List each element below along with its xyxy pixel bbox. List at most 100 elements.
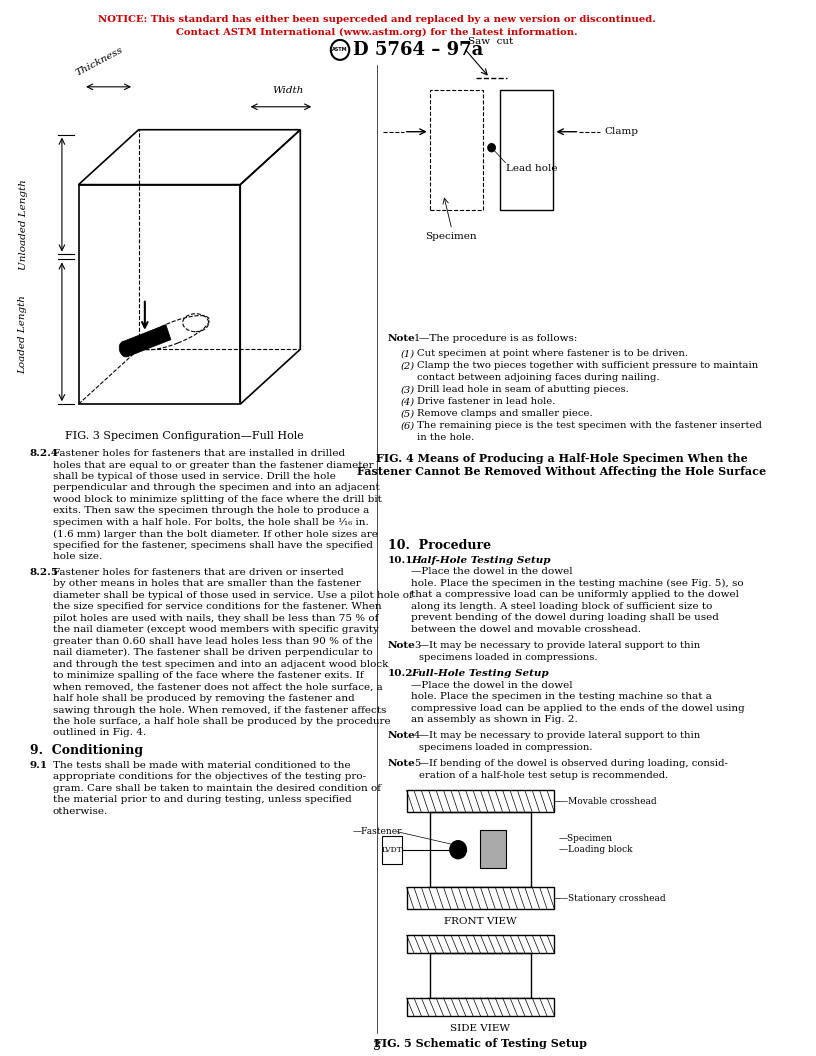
Text: Clamp: Clamp bbox=[605, 127, 638, 136]
Text: Note: Note bbox=[388, 335, 416, 343]
Text: 9.  Conditioning: 9. Conditioning bbox=[29, 743, 143, 757]
Text: FIG. 5 Schematic of Testing Setup: FIG. 5 Schematic of Testing Setup bbox=[374, 1038, 587, 1049]
Text: —It may be necessary to provide lateral support to thin: —It may be necessary to provide lateral … bbox=[419, 732, 700, 740]
Text: (2): (2) bbox=[400, 361, 415, 371]
Text: —Specimen: —Specimen bbox=[559, 834, 613, 843]
Text: Note: Note bbox=[388, 641, 416, 650]
Text: (5): (5) bbox=[400, 409, 415, 418]
Text: compressive load can be applied to the ends of the dowel using: compressive load can be applied to the e… bbox=[411, 703, 745, 713]
Text: by other means in holes that are smaller than the fastener: by other means in holes that are smaller… bbox=[53, 580, 361, 588]
Text: Note: Note bbox=[388, 759, 416, 769]
Circle shape bbox=[488, 144, 495, 152]
Text: holes that are equal to or greater than the fastener diameter: holes that are equal to or greater than … bbox=[53, 460, 373, 470]
Text: Half-Hole Testing Setup: Half-Hole Testing Setup bbox=[411, 555, 551, 565]
Text: and through the test specimen and into an adjacent wood block: and through the test specimen and into a… bbox=[53, 660, 388, 668]
Text: hole. Place the specimen in the testing machine (see Fig. 5), so: hole. Place the specimen in the testing … bbox=[411, 579, 744, 588]
Text: the hole surface, a half hole shall be produced by the procedure: the hole surface, a half hole shall be p… bbox=[53, 717, 390, 725]
Text: exits. Then saw the specimen through the hole to produce a: exits. Then saw the specimen through the… bbox=[53, 507, 369, 515]
Text: Fastener holes for fasteners that are driven or inserted: Fastener holes for fasteners that are dr… bbox=[53, 568, 344, 577]
Text: specified for the fastener, specimens shall have the specified: specified for the fastener, specimens sh… bbox=[53, 541, 373, 550]
Text: Loaded Length: Loaded Length bbox=[19, 295, 28, 374]
Bar bbox=[406, 790, 554, 812]
Text: D 5764 – 97a: D 5764 – 97a bbox=[353, 41, 483, 59]
Text: shall be typical of those used in service. Drill the hole: shall be typical of those used in servic… bbox=[53, 472, 335, 480]
Text: specimen with a half hole. For bolts, the hole shall be ¹⁄₁₆ in.: specimen with a half hole. For bolts, th… bbox=[53, 517, 368, 527]
Text: 3: 3 bbox=[373, 1040, 381, 1053]
Text: contact between adjoining faces during nailing.: contact between adjoining faces during n… bbox=[417, 373, 659, 382]
Text: prevent bending of the dowel during loading shall be used: prevent bending of the dowel during load… bbox=[411, 614, 719, 622]
Text: the size specified for service conditions for the fastener. When: the size specified for service condition… bbox=[53, 602, 381, 611]
Text: eration of a half-hole test setup is recommended.: eration of a half-hole test setup is rec… bbox=[419, 771, 667, 780]
Text: pilot holes are used with nails, they shall be less than 75 % of: pilot holes are used with nails, they sh… bbox=[53, 614, 378, 623]
Text: 10.1: 10.1 bbox=[388, 555, 414, 565]
Bar bbox=[430, 812, 531, 887]
Text: FIG. 3 Specimen Configuration—Full Hole: FIG. 3 Specimen Configuration—Full Hole bbox=[65, 431, 304, 441]
Text: an assembly as shown in Fig. 2.: an assembly as shown in Fig. 2. bbox=[411, 715, 578, 724]
Text: SIDE VIEW: SIDE VIEW bbox=[450, 1024, 511, 1033]
Text: Saw  cut: Saw cut bbox=[468, 37, 514, 45]
Text: —Loading block: —Loading block bbox=[559, 845, 632, 853]
Text: specimens loaded in compressions.: specimens loaded in compressions. bbox=[419, 653, 597, 662]
Text: FRONT VIEW: FRONT VIEW bbox=[444, 917, 517, 926]
Text: outlined in Fig. 4.: outlined in Fig. 4. bbox=[53, 729, 146, 737]
Text: —Place the dowel in the dowel: —Place the dowel in the dowel bbox=[411, 680, 573, 690]
Text: specimens loaded in compression.: specimens loaded in compression. bbox=[419, 743, 592, 752]
Text: LVDT: LVDT bbox=[381, 846, 402, 853]
Text: 10.2: 10.2 bbox=[388, 670, 414, 678]
Text: Fastener Cannot Be Removed Without Affecting the Hole Surface: Fastener Cannot Be Removed Without Affec… bbox=[357, 466, 766, 477]
Text: along its length. A steel loading block of sufficient size to: along its length. A steel loading block … bbox=[411, 602, 712, 610]
Text: ASTM: ASTM bbox=[332, 48, 348, 53]
Text: (4): (4) bbox=[400, 397, 415, 407]
Text: —It may be necessary to provide lateral support to thin: —It may be necessary to provide lateral … bbox=[419, 641, 700, 650]
Text: —If bending of the dowel is observed during loading, consid-: —If bending of the dowel is observed dur… bbox=[419, 759, 727, 769]
Text: nail diameter). The fastener shall be driven perpendicular to: nail diameter). The fastener shall be dr… bbox=[53, 648, 372, 657]
Text: Remove clamps and smaller piece.: Remove clamps and smaller piece. bbox=[417, 409, 592, 418]
Text: appropriate conditions for the objectives of the testing pro-: appropriate conditions for the objective… bbox=[53, 772, 366, 781]
Text: 5: 5 bbox=[414, 759, 420, 769]
Text: 8.2.5: 8.2.5 bbox=[29, 568, 59, 577]
Text: greater than 0.60 shall have lead holes less than 90 % of the: greater than 0.60 shall have lead holes … bbox=[53, 637, 372, 645]
Text: otherwise.: otherwise. bbox=[53, 807, 108, 816]
Text: half hole shall be produced by removing the fastener and: half hole shall be produced by removing … bbox=[53, 694, 354, 703]
Text: Contact ASTM International (www.astm.org) for the latest information.: Contact ASTM International (www.astm.org… bbox=[176, 27, 578, 37]
Text: diameter shall be typical of those used in service. Use a pilot hole of: diameter shall be typical of those used … bbox=[53, 590, 412, 600]
Bar bbox=[406, 887, 554, 909]
Text: 9.1: 9.1 bbox=[29, 761, 47, 770]
Text: Note: Note bbox=[388, 732, 416, 740]
Text: the material prior to and during testing, unless specified: the material prior to and during testing… bbox=[53, 795, 352, 805]
Polygon shape bbox=[122, 324, 171, 357]
Circle shape bbox=[450, 841, 467, 859]
Text: Drive fastener in lead hole.: Drive fastener in lead hole. bbox=[417, 397, 555, 407]
Text: (1): (1) bbox=[400, 350, 415, 358]
Text: 4: 4 bbox=[414, 732, 420, 740]
Text: when removed, the fastener does not affect the hole surface, a: when removed, the fastener does not affe… bbox=[53, 682, 383, 692]
Text: that a compressive load can be uniformly applied to the dowel: that a compressive load can be uniformly… bbox=[411, 590, 739, 599]
Text: 8.2.4: 8.2.4 bbox=[29, 449, 59, 458]
Text: Drill lead hole in seam of abutting pieces.: Drill lead hole in seam of abutting piec… bbox=[417, 385, 628, 394]
Text: —Stationary crosshead: —Stationary crosshead bbox=[559, 893, 666, 903]
Text: Specimen: Specimen bbox=[425, 231, 477, 241]
Text: (3): (3) bbox=[400, 385, 415, 394]
Text: 1: 1 bbox=[414, 335, 420, 343]
Text: 3: 3 bbox=[414, 641, 420, 650]
Ellipse shape bbox=[119, 341, 131, 357]
Text: Lead hole: Lead hole bbox=[507, 164, 558, 172]
Text: —Place the dowel in the dowel: —Place the dowel in the dowel bbox=[411, 567, 573, 577]
Text: —The procedure is as follows:: —The procedure is as follows: bbox=[419, 335, 577, 343]
Text: (1.6 mm) larger than the bolt diameter. If other hole sizes are: (1.6 mm) larger than the bolt diameter. … bbox=[53, 529, 378, 539]
Text: 10.  Procedure: 10. Procedure bbox=[388, 539, 491, 552]
Text: The remaining piece is the test specimen with the fastener inserted: The remaining piece is the test specimen… bbox=[417, 421, 761, 430]
Text: —Movable crosshead: —Movable crosshead bbox=[559, 797, 657, 806]
Text: the nail diameter (except wood members with specific gravity: the nail diameter (except wood members w… bbox=[53, 625, 379, 635]
Bar bbox=[406, 935, 554, 953]
Text: The tests shall be made with material conditioned to the: The tests shall be made with material co… bbox=[53, 761, 350, 770]
Text: to minimize spalling of the face where the fastener exits. If: to minimize spalling of the face where t… bbox=[53, 671, 363, 680]
Text: hole. Place the specimen in the testing machine so that a: hole. Place the specimen in the testing … bbox=[411, 692, 712, 701]
Text: wood block to minimize splitting of the face where the drill bit: wood block to minimize splitting of the … bbox=[53, 495, 382, 504]
Bar bbox=[382, 835, 402, 864]
Text: —Fastener: —Fastener bbox=[353, 827, 402, 836]
Text: between the dowel and movable crosshead.: between the dowel and movable crosshead. bbox=[411, 625, 641, 634]
Text: Width: Width bbox=[273, 86, 304, 95]
Text: FIG. 4 Means of Producing a Half-Hole Specimen When the: FIG. 4 Means of Producing a Half-Hole Sp… bbox=[376, 453, 747, 464]
Bar bbox=[480, 830, 506, 868]
